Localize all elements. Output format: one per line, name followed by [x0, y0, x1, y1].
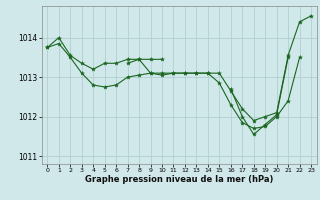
- X-axis label: Graphe pression niveau de la mer (hPa): Graphe pression niveau de la mer (hPa): [85, 175, 273, 184]
